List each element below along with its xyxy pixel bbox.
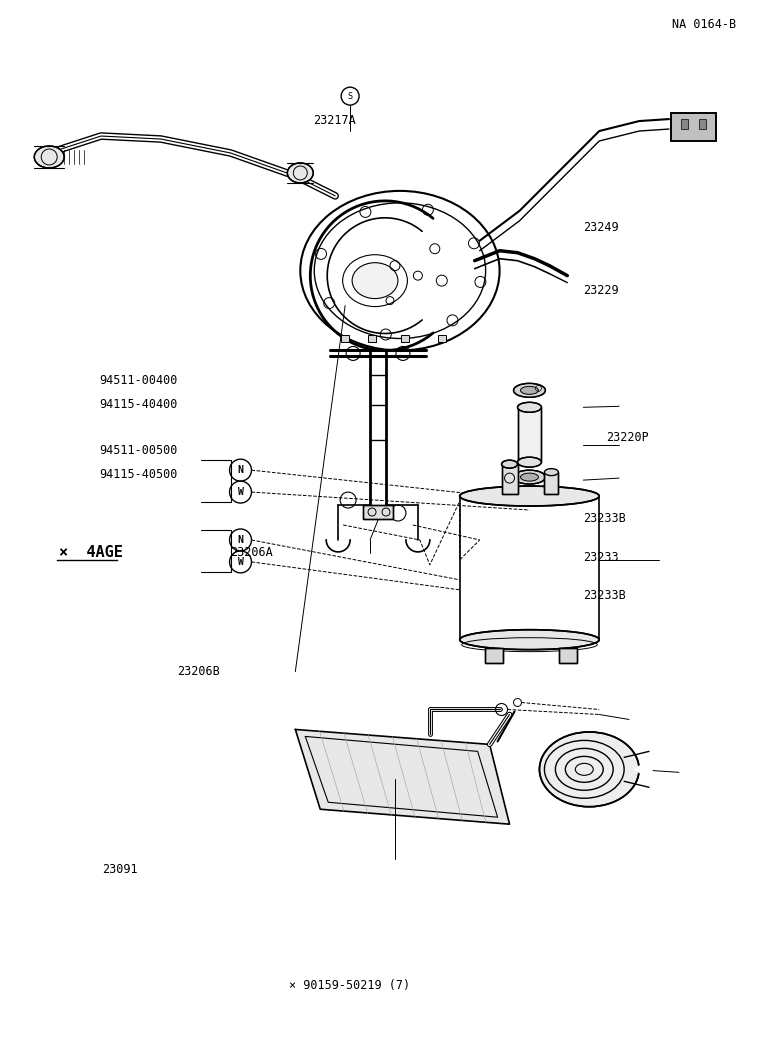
Ellipse shape (352, 263, 398, 299)
Ellipse shape (545, 469, 558, 475)
Polygon shape (296, 729, 509, 824)
Text: 94115-40400: 94115-40400 (99, 398, 177, 412)
Ellipse shape (514, 383, 545, 397)
Bar (363, 505, 393, 519)
Bar (363, 505, 393, 519)
Bar (559, 648, 578, 663)
Text: W: W (237, 556, 243, 567)
Bar (545, 472, 558, 494)
Text: 23217A: 23217A (313, 114, 356, 127)
Text: 23233: 23233 (583, 551, 618, 564)
Bar (502, 464, 518, 494)
Text: W: W (237, 487, 243, 497)
Bar (559, 648, 578, 663)
Ellipse shape (521, 473, 538, 481)
Wedge shape (634, 761, 652, 778)
Text: 94511-00400: 94511-00400 (99, 374, 177, 388)
Bar (502, 464, 518, 494)
Bar (699, 119, 706, 129)
Ellipse shape (521, 387, 538, 394)
Ellipse shape (518, 402, 541, 413)
Ellipse shape (460, 629, 599, 649)
Text: ×  4AGE: × 4AGE (59, 545, 123, 560)
Ellipse shape (287, 163, 313, 183)
Ellipse shape (539, 731, 639, 807)
Bar (518, 407, 541, 463)
Text: 23220P: 23220P (606, 431, 649, 444)
Text: N: N (237, 465, 243, 475)
Ellipse shape (518, 457, 541, 467)
Bar (485, 648, 502, 663)
Text: 23206B: 23206B (177, 665, 220, 678)
Ellipse shape (35, 146, 65, 168)
Text: 23229: 23229 (583, 283, 618, 297)
Bar (485, 648, 502, 663)
Text: 94511-00500: 94511-00500 (99, 444, 177, 456)
Ellipse shape (514, 470, 545, 485)
Bar (681, 119, 688, 129)
Ellipse shape (460, 487, 599, 506)
Bar (671, 114, 716, 141)
Ellipse shape (502, 461, 518, 468)
Text: 23091: 23091 (102, 863, 137, 875)
Bar (671, 114, 716, 141)
Bar (438, 336, 445, 343)
Text: 94115-40500: 94115-40500 (99, 468, 177, 480)
Bar (368, 336, 376, 343)
Bar (401, 336, 409, 343)
Text: 23233B: 23233B (583, 590, 626, 602)
Text: S: S (348, 92, 353, 101)
Text: × 90159-50219 (7): × 90159-50219 (7) (289, 978, 410, 992)
Text: NA 0164-B: NA 0164-B (672, 18, 736, 31)
Text: 23206A: 23206A (230, 546, 273, 559)
Bar (518, 407, 541, 463)
Bar (545, 472, 558, 494)
Text: 23249: 23249 (583, 222, 618, 234)
Text: 23233B: 23233B (583, 513, 626, 525)
Text: N: N (237, 535, 243, 545)
Bar (341, 336, 349, 343)
